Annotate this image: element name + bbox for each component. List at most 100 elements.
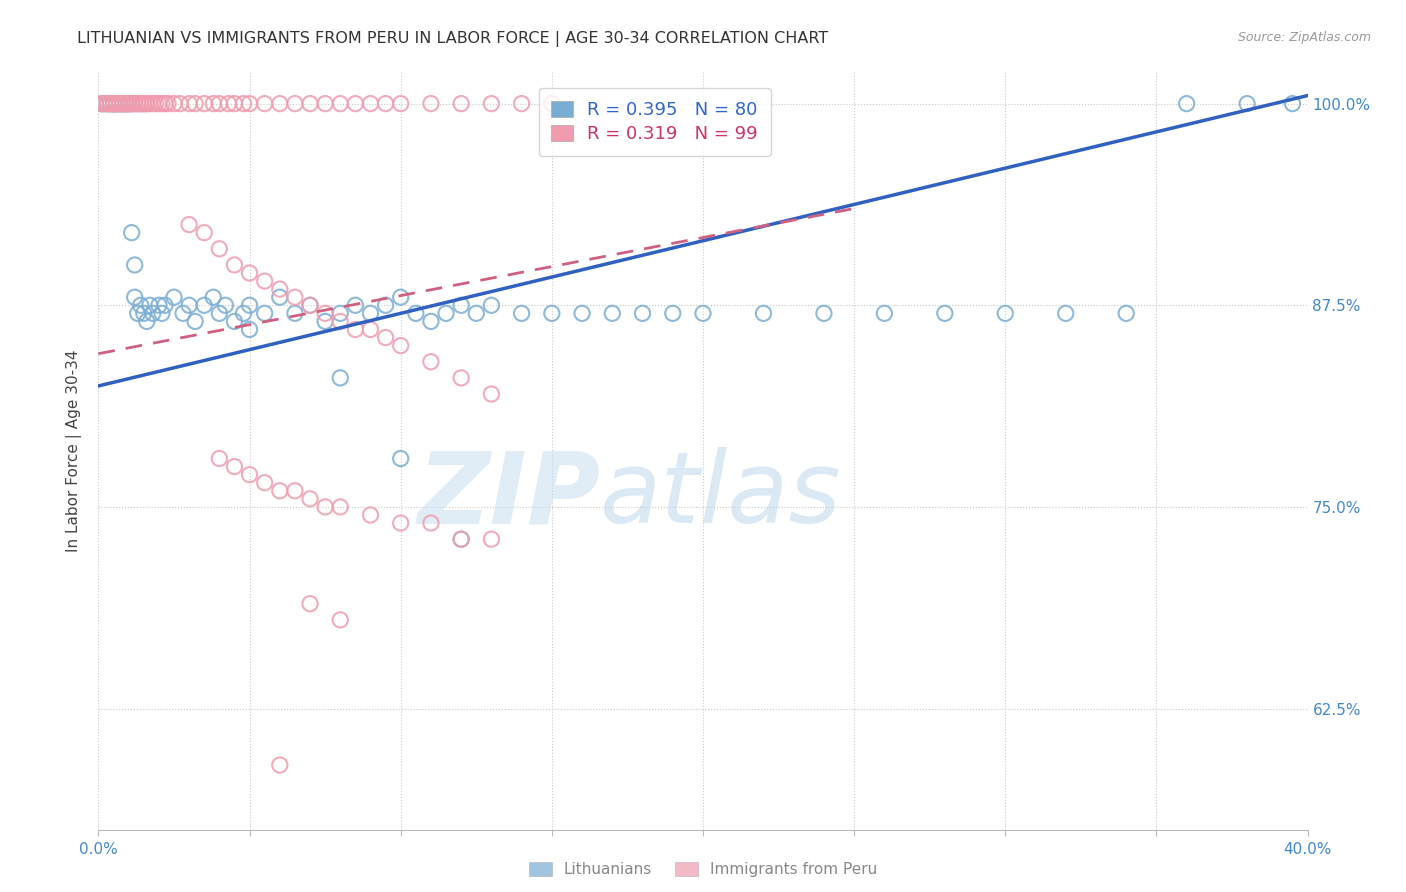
Point — [121, 96, 143, 111]
Point — [389, 96, 412, 111]
Point — [299, 491, 322, 506]
Point — [172, 306, 194, 320]
Point — [132, 96, 155, 111]
Point — [111, 96, 134, 111]
Point — [873, 306, 896, 320]
Point — [481, 532, 503, 546]
Point — [232, 306, 254, 320]
Point — [127, 96, 149, 111]
Point — [103, 96, 125, 111]
Point — [208, 242, 231, 256]
Point — [96, 96, 118, 111]
Point — [661, 306, 683, 320]
Point — [239, 467, 262, 482]
Point — [100, 96, 122, 111]
Point — [314, 96, 336, 111]
Point — [100, 96, 122, 111]
Point — [153, 96, 176, 111]
Point — [269, 282, 291, 296]
Point — [269, 758, 291, 772]
Point — [329, 314, 352, 328]
Point — [510, 306, 533, 320]
Point — [692, 306, 714, 320]
Point — [269, 483, 291, 498]
Point — [239, 266, 262, 280]
Point — [253, 96, 276, 111]
Point — [135, 96, 157, 111]
Point — [1281, 96, 1303, 111]
Point — [208, 306, 231, 320]
Point — [150, 306, 173, 320]
Point — [118, 96, 141, 111]
Point — [540, 96, 562, 111]
Point — [450, 532, 472, 546]
Point — [1175, 96, 1198, 111]
Point — [96, 96, 118, 111]
Text: LITHUANIAN VS IMMIGRANTS FROM PERU IN LABOR FORCE | AGE 30-34 CORRELATION CHART: LITHUANIAN VS IMMIGRANTS FROM PERU IN LA… — [77, 31, 828, 47]
Point — [179, 298, 201, 312]
Point — [360, 322, 382, 336]
Point — [129, 96, 152, 111]
Point — [360, 508, 382, 522]
Point — [132, 306, 155, 320]
Point — [224, 314, 246, 328]
Point — [105, 96, 128, 111]
Point — [111, 96, 134, 111]
Point — [1236, 96, 1258, 111]
Point — [314, 314, 336, 328]
Point — [232, 96, 254, 111]
Point — [114, 96, 136, 111]
Point — [129, 298, 152, 312]
Point — [145, 96, 167, 111]
Point — [540, 306, 562, 320]
Point — [1054, 306, 1077, 320]
Point — [299, 96, 322, 111]
Point — [752, 306, 775, 320]
Point — [284, 290, 307, 304]
Point — [105, 96, 128, 111]
Point — [184, 314, 207, 328]
Point — [450, 532, 472, 546]
Point — [344, 298, 367, 312]
Point — [150, 96, 173, 111]
Point — [253, 306, 276, 320]
Point — [420, 314, 443, 328]
Point — [420, 96, 443, 111]
Point — [114, 96, 136, 111]
Point — [813, 306, 835, 320]
Point — [934, 306, 956, 320]
Point — [129, 96, 152, 111]
Point — [124, 96, 146, 111]
Point — [114, 96, 136, 111]
Point — [450, 96, 472, 111]
Point — [344, 322, 367, 336]
Point — [169, 96, 191, 111]
Point — [142, 96, 165, 111]
Point — [299, 298, 322, 312]
Point — [93, 96, 115, 111]
Point — [108, 96, 131, 111]
Point — [148, 96, 170, 111]
Point — [253, 274, 276, 288]
Point — [314, 500, 336, 514]
Point — [103, 96, 125, 111]
Y-axis label: In Labor Force | Age 30-34: In Labor Force | Age 30-34 — [66, 349, 83, 552]
Point — [314, 306, 336, 320]
Point — [193, 226, 215, 240]
Point — [214, 298, 236, 312]
Point — [193, 96, 215, 111]
Point — [124, 290, 146, 304]
Point — [118, 96, 141, 111]
Point — [329, 96, 352, 111]
Point — [121, 226, 143, 240]
Point — [374, 96, 396, 111]
Point — [602, 306, 624, 320]
Point — [90, 96, 112, 111]
Point — [1115, 306, 1137, 320]
Point — [405, 306, 427, 320]
Point — [329, 613, 352, 627]
Point — [239, 96, 262, 111]
Point — [184, 96, 207, 111]
Point — [239, 322, 262, 336]
Point — [105, 96, 128, 111]
